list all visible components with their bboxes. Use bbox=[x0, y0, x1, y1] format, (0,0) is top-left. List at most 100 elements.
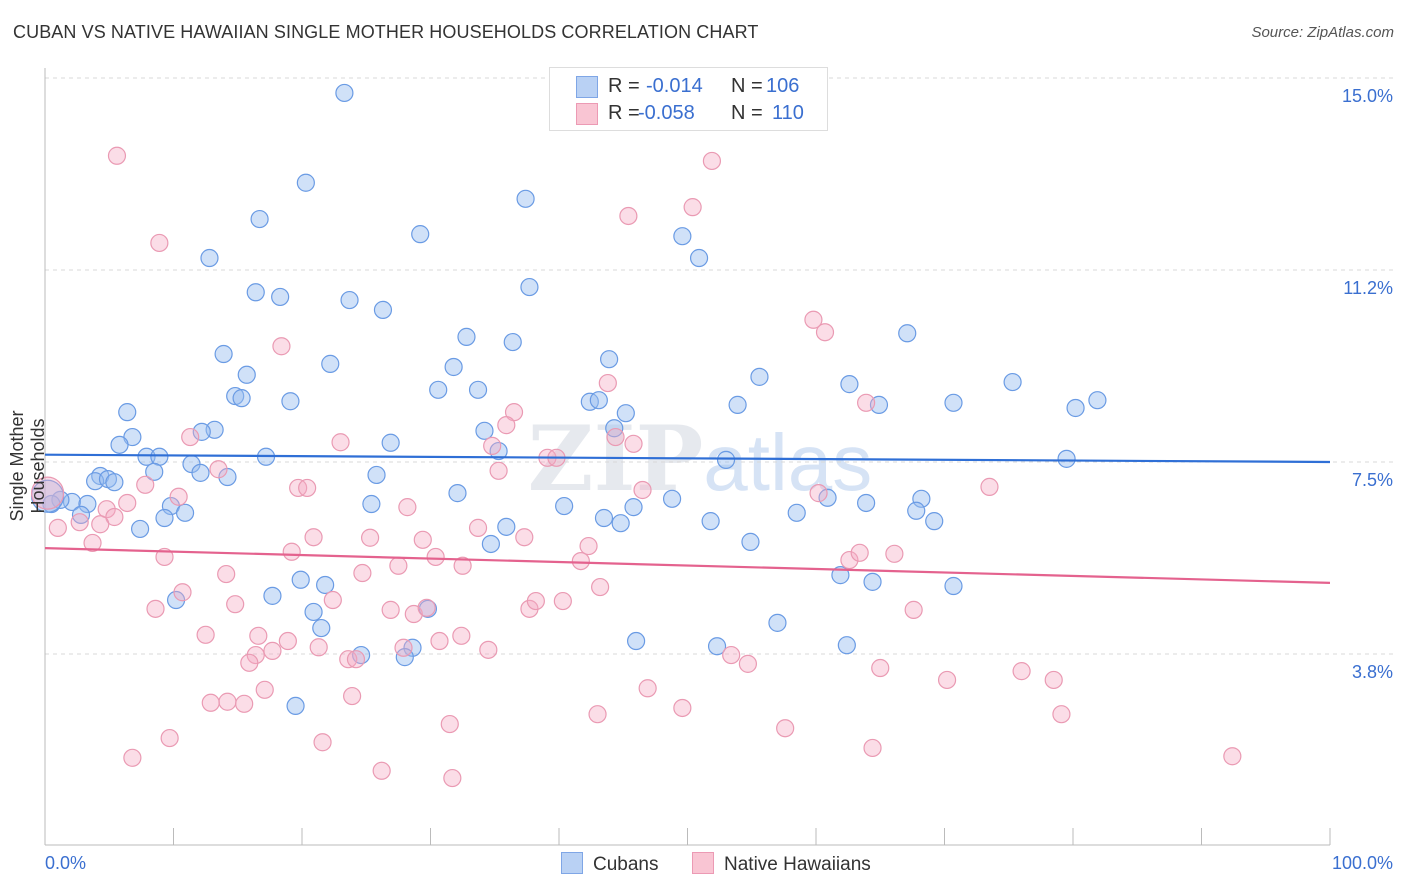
r-label: R = bbox=[608, 102, 640, 124]
legend-label: Cubans bbox=[593, 854, 659, 875]
cubans-point bbox=[580, 392, 599, 411]
hawaiians-point bbox=[272, 337, 291, 356]
hawaiians-point bbox=[598, 373, 617, 393]
hawaiians-point bbox=[776, 719, 795, 738]
hawaiians-swatch bbox=[576, 103, 598, 125]
hawaiians-point bbox=[169, 487, 188, 506]
cubans-point bbox=[192, 422, 211, 441]
hawaiians-point bbox=[871, 658, 890, 678]
cubans-point bbox=[787, 503, 806, 522]
hawaiians-point bbox=[633, 480, 652, 500]
hawaiians-point bbox=[217, 564, 236, 584]
r-value: -0.014 bbox=[646, 75, 703, 97]
cubans-point bbox=[1003, 372, 1022, 392]
hawaiians-point bbox=[105, 507, 124, 527]
cubans-point bbox=[555, 496, 574, 516]
hawaiians-point bbox=[173, 583, 192, 602]
y-axis-label: Single Mother Households bbox=[7, 410, 48, 522]
hawaiians-point bbox=[673, 698, 692, 718]
hawaiians-point bbox=[440, 714, 459, 734]
cubans-point bbox=[246, 283, 265, 302]
cubans-point bbox=[105, 473, 124, 492]
hawaiians-point bbox=[298, 478, 317, 498]
cubans-point bbox=[689, 248, 709, 268]
cubans-point bbox=[411, 225, 430, 244]
hawaiians-point bbox=[426, 547, 445, 567]
hawaiians-point bbox=[91, 515, 110, 534]
cubans-point bbox=[296, 173, 315, 192]
cubans-point bbox=[137, 447, 156, 466]
cubans-point bbox=[611, 514, 630, 533]
cubans-point bbox=[707, 637, 727, 656]
hawaiians-point bbox=[1223, 747, 1242, 766]
hawaiians-point bbox=[118, 493, 137, 513]
cubans-point bbox=[907, 501, 926, 520]
r-value: -0.058 bbox=[638, 102, 695, 124]
cubans-point bbox=[237, 365, 256, 384]
cubans-point bbox=[944, 393, 963, 412]
cubans-point bbox=[457, 327, 476, 346]
cubans-point bbox=[750, 367, 769, 386]
x-tick-label-min: 0.0% bbox=[45, 853, 87, 873]
hawaiians-point bbox=[226, 595, 245, 614]
hawaiians-point bbox=[30, 476, 65, 510]
cubans-point bbox=[481, 534, 500, 554]
hawaiians-point bbox=[571, 551, 590, 571]
cubans-point bbox=[429, 380, 448, 399]
cubans-point bbox=[768, 613, 787, 632]
cubans-point bbox=[312, 618, 331, 638]
cubans-point bbox=[335, 83, 354, 103]
hawaiians-point bbox=[372, 761, 391, 780]
cubans-point bbox=[71, 505, 91, 525]
cubans-point bbox=[395, 648, 414, 667]
hawaiians-point bbox=[235, 694, 254, 713]
hawaiians-point bbox=[398, 498, 417, 517]
cubans-swatch bbox=[561, 852, 583, 874]
legend-item-hawaiians[interactable]: Native Hawaiians bbox=[692, 852, 871, 876]
hawaiians-point bbox=[339, 650, 358, 669]
cubans-point bbox=[944, 576, 963, 596]
hawaiians-point bbox=[160, 728, 179, 748]
hawaiians-point bbox=[453, 556, 472, 575]
n-value: 106 bbox=[766, 75, 800, 97]
cubans-point bbox=[626, 631, 646, 651]
legend-label: Native Hawaiians bbox=[724, 854, 871, 875]
cubans-point bbox=[673, 227, 692, 246]
cubans-point bbox=[662, 489, 682, 508]
cubans-point bbox=[516, 189, 535, 208]
x-tick-label-max: 100.0% bbox=[1331, 853, 1393, 873]
hawaiians-point bbox=[313, 733, 332, 752]
y-tick-label: 7.5% bbox=[1352, 470, 1393, 490]
cubans-point bbox=[444, 357, 463, 377]
hawaiians-point bbox=[323, 590, 342, 610]
hawaiians-point bbox=[413, 530, 432, 549]
cubans-point bbox=[594, 508, 614, 528]
hawaiians-point bbox=[146, 599, 165, 618]
hawaiians-point bbox=[389, 556, 408, 575]
cubans-point bbox=[145, 462, 164, 481]
hawaiians-point bbox=[857, 393, 876, 412]
hawaiians-point bbox=[346, 650, 366, 669]
cubans-point bbox=[155, 508, 174, 528]
hawaiians-point bbox=[489, 461, 508, 480]
hawaiians-point bbox=[394, 638, 413, 657]
hawaiians-point bbox=[722, 645, 741, 665]
cubans-point bbox=[381, 433, 400, 452]
cubans-point bbox=[291, 570, 310, 589]
hawaiians-point bbox=[443, 768, 462, 788]
n-label: N = bbox=[731, 102, 763, 124]
cubans-point bbox=[250, 209, 269, 229]
hawaiians-point bbox=[97, 500, 116, 519]
cubans-point bbox=[362, 494, 381, 514]
cubans-point bbox=[191, 463, 210, 482]
hawaiians-point bbox=[83, 533, 102, 553]
hawaiians-point bbox=[468, 518, 488, 537]
legend-item-cubans[interactable]: Cubans bbox=[561, 852, 659, 876]
cubans-point bbox=[62, 492, 82, 512]
y-tick-label: 3.8% bbox=[1352, 662, 1393, 682]
cubans-point bbox=[281, 392, 300, 411]
cubans-point bbox=[589, 391, 608, 410]
cubans-point bbox=[175, 503, 195, 522]
hawaiians-point bbox=[209, 460, 228, 479]
